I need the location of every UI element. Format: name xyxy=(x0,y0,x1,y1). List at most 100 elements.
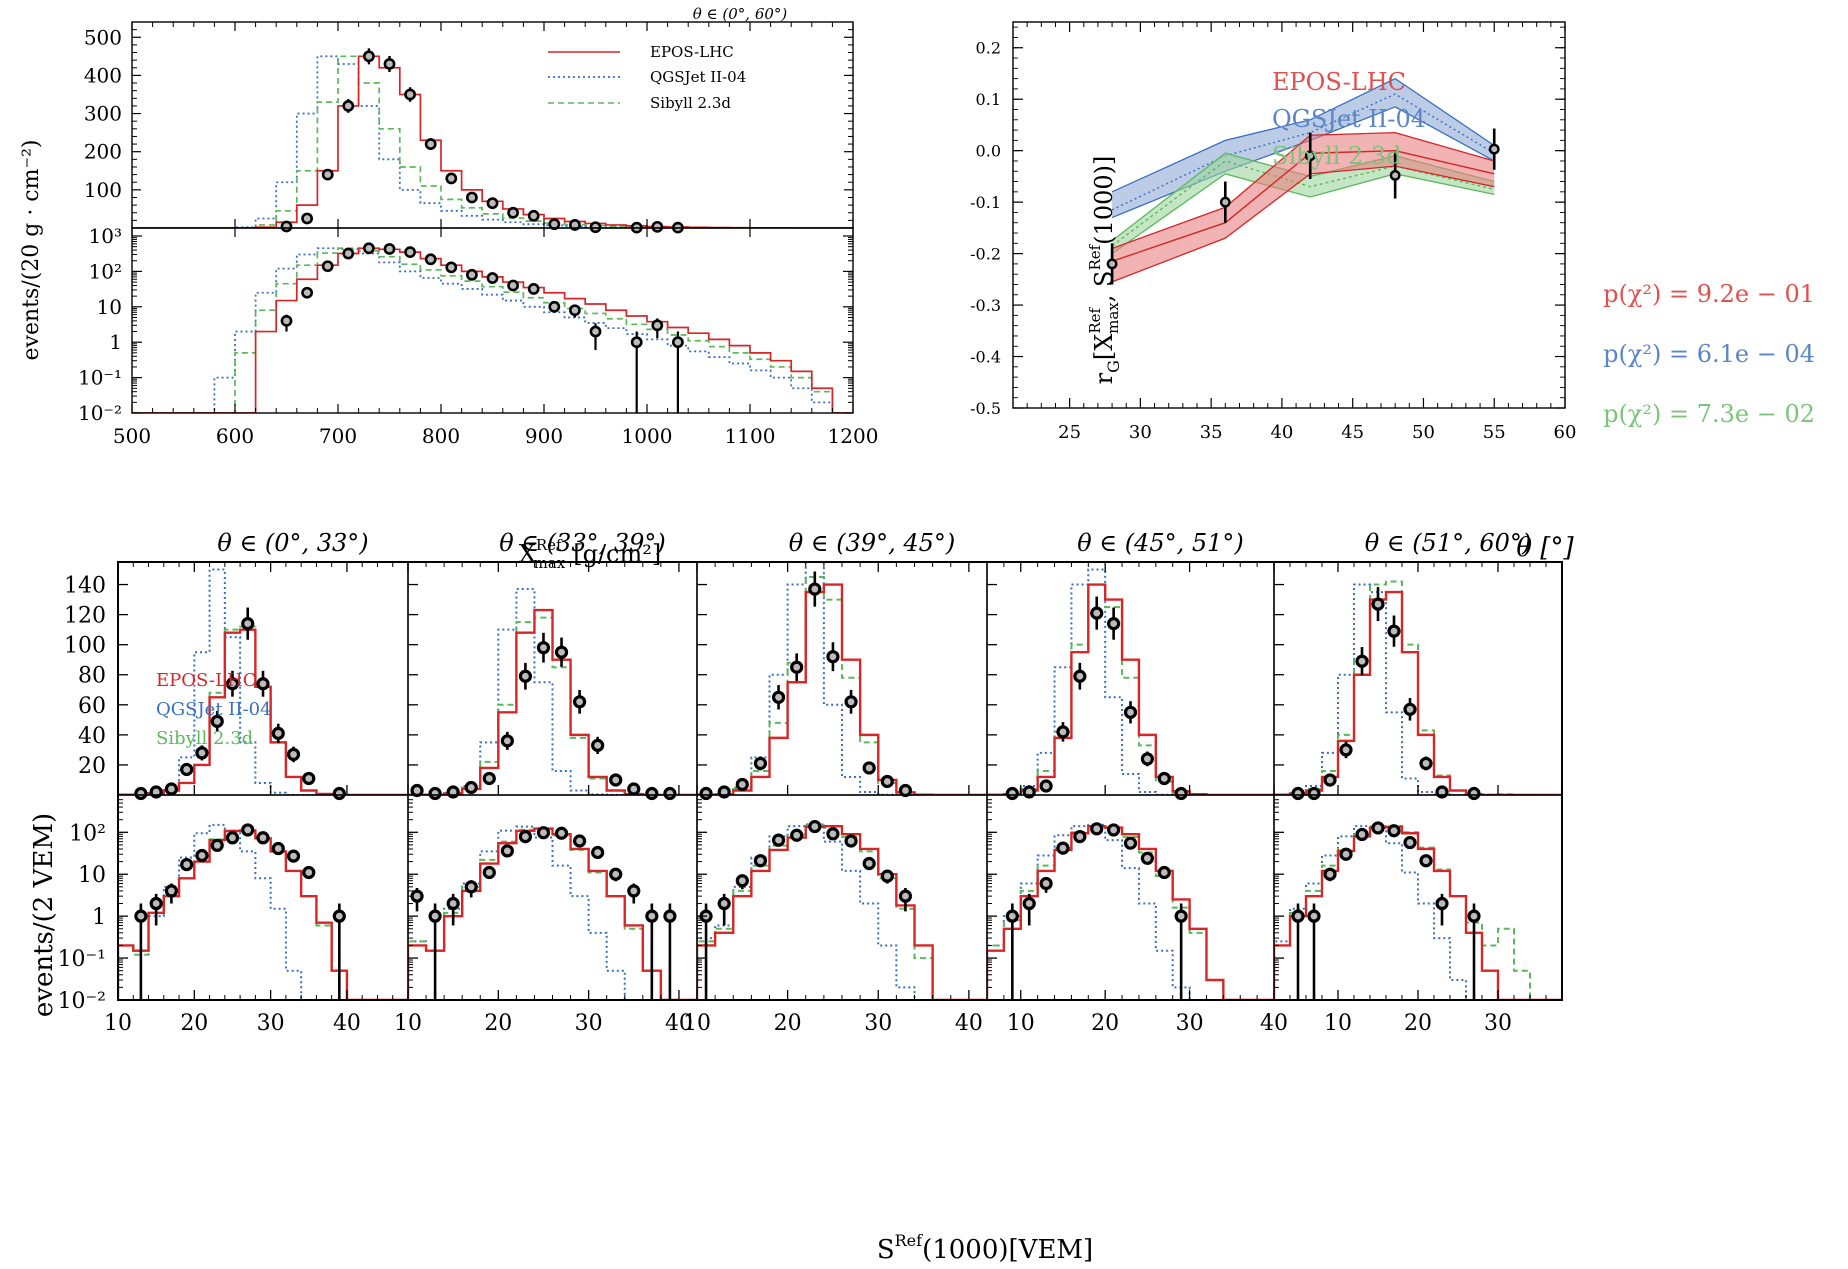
s1000-log-frame xyxy=(1273,794,1563,1001)
s1000-panel-3: θ ∈ (45°, 51°) 10 20 30 40 xyxy=(986,529,1288,1036)
xmax-xtick-label: 800 xyxy=(422,424,460,448)
rg-panel: 25 30 35 40 45 50 55 60 0.2 0.1 0.0 -0.1 -0.2 -0.3 -0.… xyxy=(970,21,1815,563)
s1000-lin-data-point xyxy=(332,786,346,801)
xmax-lin-data-point xyxy=(301,212,313,225)
rg-legend: EPOS-LHC QGSJet II-04 Sibyll 2.3d xyxy=(1272,68,1426,170)
s1000-log-ytick-label: 1 xyxy=(92,905,106,930)
s1000-log-data-point xyxy=(572,834,587,848)
s1000-log-data-point xyxy=(482,865,496,880)
xmax-legend: EPOS-LHC QGSJet II-04 Sibyll 2.3d xyxy=(548,43,746,112)
s1000-log-data-point xyxy=(256,831,270,845)
rg-pvalues: p(χ²) = 9.2e − 01 p(χ²) = 6.1e − 04 p(χ²… xyxy=(1603,280,1815,428)
s1000-lin-data-point xyxy=(880,774,894,789)
s1000-lin-data-point xyxy=(210,714,224,728)
s1000-log-data-point xyxy=(1387,824,1401,838)
s1000-log-data-point xyxy=(1073,829,1087,844)
s1000-log-data-point xyxy=(149,896,163,911)
rg-center-sib xyxy=(1111,160,1495,247)
s1000-log-data-point xyxy=(134,909,148,923)
s1000-log-hist-sib xyxy=(1274,824,1562,1000)
s1000-panel-title: θ ∈ (0°, 33°) xyxy=(217,529,368,557)
s1000-xtick-label: 10 xyxy=(104,1011,132,1036)
xmax-log-data-point xyxy=(383,243,396,255)
s1000-lin-data-point xyxy=(1123,705,1138,719)
xmax-xtick-label: 1000 xyxy=(622,424,673,448)
s1000-lin-data-point xyxy=(1005,786,1019,801)
s1000-log-data-point xyxy=(826,827,840,841)
xmax-log-data-point xyxy=(507,279,519,292)
s1000-outer-frame xyxy=(117,561,1563,1001)
xmax-log-data-point xyxy=(569,304,581,317)
s1000-lin-data-point xyxy=(1056,725,1070,739)
s1000-log-data-point xyxy=(1403,835,1417,850)
xmax-lin-data-point xyxy=(486,197,499,210)
s1000-lin-hist-epos xyxy=(408,608,697,795)
rg-data-point xyxy=(1106,258,1118,270)
s1000-lin-data-point xyxy=(898,783,913,798)
s1000-lin-data-point xyxy=(591,738,605,752)
rg-xlabel: θ [°] xyxy=(1516,533,1574,563)
rg-ytick-label: -0.2 xyxy=(970,245,1001,264)
s1000-log-data-point xyxy=(1039,876,1053,891)
xmax-log-subplot: 500 600 700 800 900 1000 1100 1200 10⁻² 10⁻¹ 1 10 10… xyxy=(78,224,878,448)
xmax-lin-data-point xyxy=(280,220,293,233)
s1000-lin-ytick-label: 40 xyxy=(78,724,106,749)
s1000-log-data-point xyxy=(518,829,533,844)
s1000-xtick-label: 40 xyxy=(333,1011,361,1036)
s1000-lin-ytick-label: 120 xyxy=(64,604,106,629)
s1000-log-data-point xyxy=(591,845,605,860)
s1000-xtick-label: 10 xyxy=(1007,1011,1035,1036)
rg-xtick-label: 60 xyxy=(1554,422,1577,443)
rg-ytick-label: -0.3 xyxy=(970,296,1001,315)
s1000-xtick-label: 40 xyxy=(1260,1011,1288,1036)
s1000-panel-0: θ ∈ (0°, 33°) 10 20 30 40 20 40 60 80 100 120 140 10… xyxy=(58,529,409,1036)
s1000-xtick-label: 20 xyxy=(1404,1011,1432,1036)
xmax-log-data-point xyxy=(321,260,334,273)
s1000-lin-data-point xyxy=(1419,756,1433,771)
s1000-log-data-point xyxy=(753,854,768,868)
xmax-log-data-point xyxy=(672,336,684,349)
s1000-log-data-point xyxy=(302,865,316,880)
s1000-log-data-point xyxy=(1307,909,1321,923)
s1000-lin-data-point xyxy=(645,786,659,801)
s1000-xtick-label: 20 xyxy=(180,1011,208,1036)
s1000-lin-data-point xyxy=(271,726,285,740)
s1000-lin-data-point xyxy=(609,773,623,787)
xmax-lin-data-point xyxy=(589,221,602,234)
s1000-legend-sib: Sibyll 2.3d xyxy=(156,728,253,749)
s1000-log-hist-epos xyxy=(987,824,1274,1000)
legend-label-epos: EPOS-LHC xyxy=(650,43,734,61)
s1000-log-data-point xyxy=(1090,822,1104,836)
xmax-log-ytick-label: 1 xyxy=(109,330,122,354)
s1000-log-data-point xyxy=(790,828,804,842)
s1000-log-data-point xyxy=(195,848,209,863)
xmax-lin-data-point xyxy=(445,172,458,185)
s1000-lin-hist-qgs xyxy=(987,568,1274,795)
s1000-lin-data-point xyxy=(1090,606,1104,620)
s1000-log-data-point xyxy=(1107,823,1121,837)
rg-xtick-label: 25 xyxy=(1058,422,1081,443)
s1000-lin-data-point xyxy=(256,677,270,691)
xmax-log-histograms xyxy=(132,247,853,413)
s1000-lin-data-point xyxy=(428,786,442,801)
s1000-xtick-label: 20 xyxy=(484,1011,512,1036)
s1000-lin-data-point xyxy=(1039,779,1053,793)
s1000-xtick-label: 10 xyxy=(1324,1011,1352,1036)
xmax-lin-data-point xyxy=(424,138,437,150)
s1000-log-data-point xyxy=(645,909,659,923)
rg-ytick-label: -0.5 xyxy=(970,399,1001,418)
xmax-lin-data-point xyxy=(383,58,396,70)
s1000-xtick-label: 40 xyxy=(665,1011,693,1036)
s1000-log-hist-qgs xyxy=(1274,825,1562,1000)
xmax-lin-data-point xyxy=(527,209,540,222)
s1000-log-data-point xyxy=(1467,909,1481,923)
xmax-lin-data-point xyxy=(342,100,355,112)
s1000-lin-ytick-label: 60 xyxy=(78,694,106,719)
rg-plot: 25 30 35 40 45 50 55 60 0.2 0.1 0.0 -0.1 -0.2 -0.3 -0.… xyxy=(970,21,1577,443)
s1000-log-data-point xyxy=(1323,867,1337,881)
xmax-xtick-label: 700 xyxy=(319,424,357,448)
s1000-xtick-label: 20 xyxy=(1091,1011,1119,1036)
s1000-panel-title: θ ∈ (45°, 51°) xyxy=(1077,529,1244,557)
s1000-xtick-label: 30 xyxy=(1484,1011,1512,1036)
